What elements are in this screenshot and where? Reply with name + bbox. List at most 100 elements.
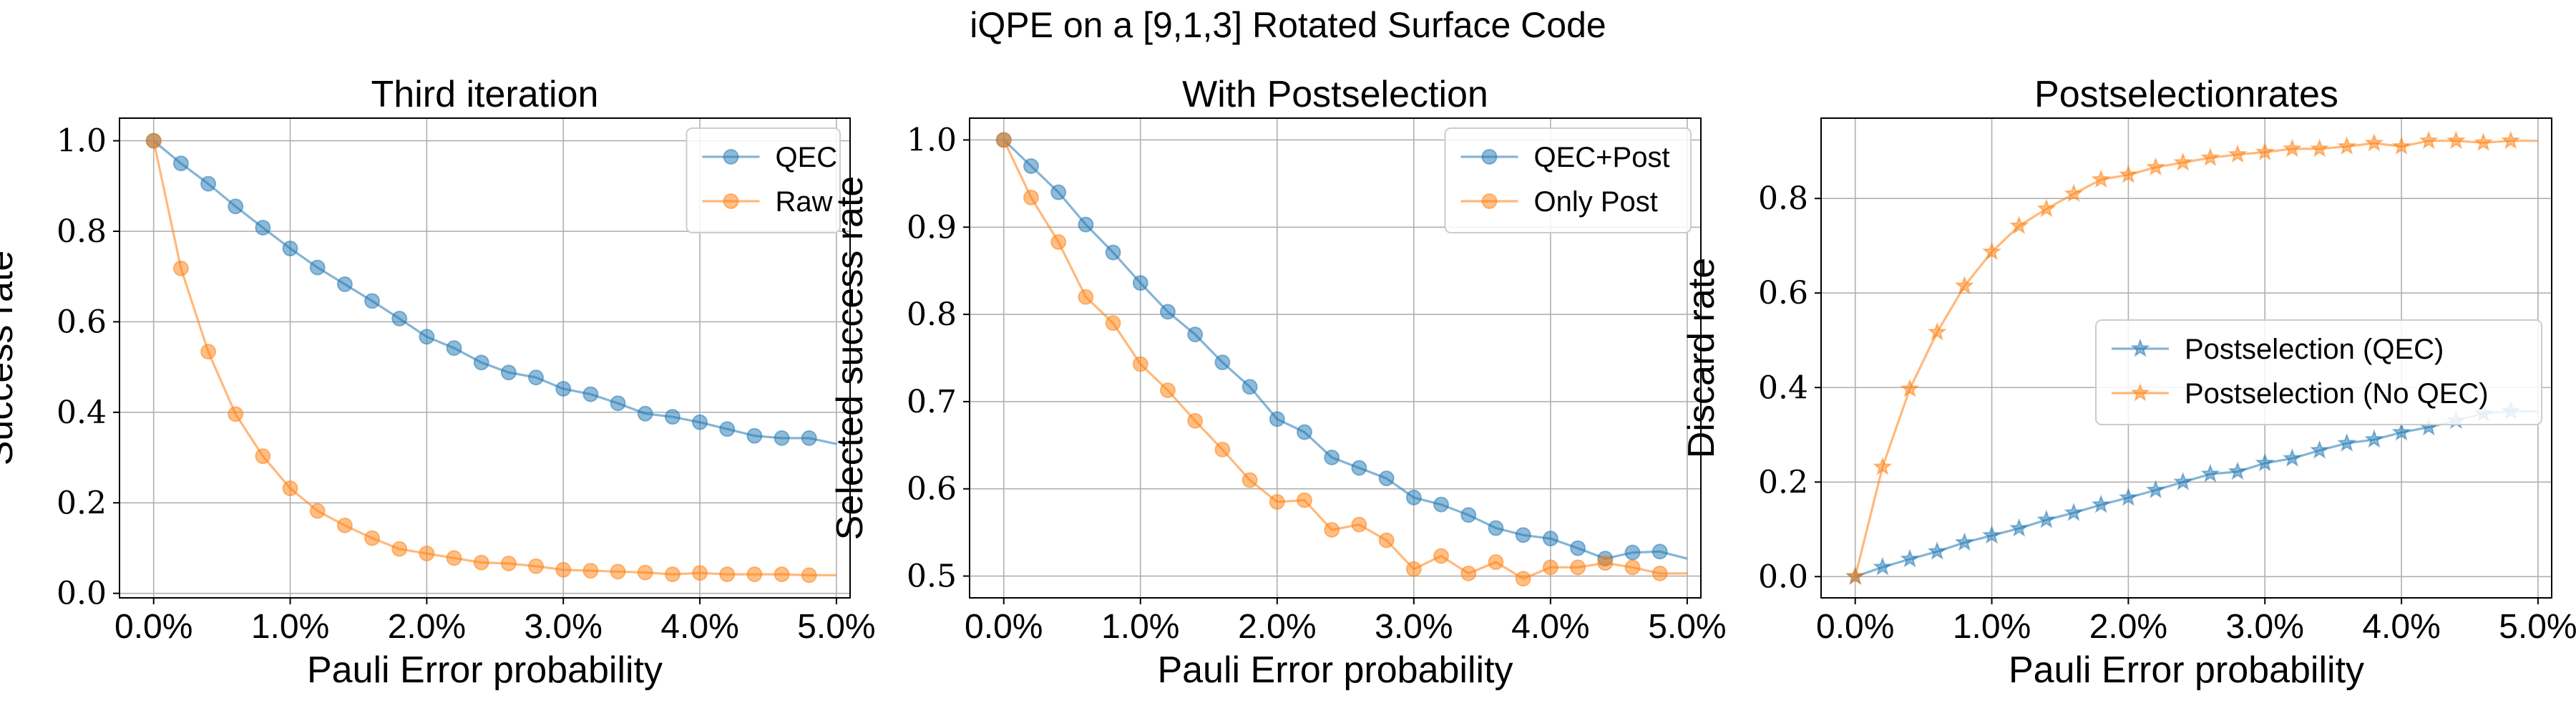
legend-box	[2095, 319, 2542, 425]
y-axis: 0.5 0.6 0.7 0.8 0.9 1.0	[907, 122, 970, 595]
data-point	[1132, 356, 1148, 372]
data-point	[309, 259, 326, 276]
chart-panel-1: 0.0% 1.0% 2.0% 3.0% 4.0% 5.0% 0.0 0.2 0.4 0.6 0.8 1…	[0, 74, 876, 691]
data-point	[1954, 532, 1975, 551]
data-point	[2200, 463, 2220, 483]
x-tick-label: 3.0%	[1375, 608, 1453, 646]
chart-title: With Postselection	[1182, 74, 1488, 115]
data-point	[419, 546, 435, 562]
data-point	[500, 555, 517, 571]
data-point	[2282, 448, 2303, 467]
chart-panel-3: 0.0% 1.0% 2.0% 3.0% 4.0% 5.0% 0.0 0.2 0.4 0.6 0.8 P…	[1681, 74, 2576, 691]
data-point	[446, 340, 462, 357]
legend-entry: QEC	[702, 142, 837, 173]
data-point	[1433, 548, 1450, 564]
data-point	[746, 566, 763, 583]
data-point	[1269, 494, 1285, 510]
legend-label: Postselection (QEC)	[2185, 334, 2444, 365]
legend-label: Only Post	[1534, 186, 1658, 218]
data-point	[1297, 424, 1313, 440]
data-point	[664, 409, 680, 425]
legend-label: QEC+Post	[1534, 142, 1670, 173]
legend-marker	[1481, 149, 1498, 165]
x-axis-label: Pauli Error probability	[2009, 649, 2364, 691]
y-tick-label: 1.0	[57, 123, 107, 160]
y-tick-label: 0.0	[57, 576, 107, 612]
legend-label: Postselection (No QEC)	[2185, 378, 2489, 410]
data-point	[1105, 244, 1121, 261]
x-tick-label: 2.0%	[388, 608, 466, 646]
data-point	[473, 554, 489, 571]
data-point	[1873, 456, 1893, 475]
data-point	[2391, 136, 2411, 155]
data-point	[391, 541, 408, 557]
data-point	[2501, 130, 2521, 150]
y-tick-label: 0.9	[907, 209, 957, 246]
x-tick-label: 2.0%	[2089, 608, 2167, 646]
data-point	[446, 550, 462, 566]
data-point	[1023, 158, 1039, 174]
x-axis-label: Pauli Error probability	[1157, 649, 1513, 691]
data-point	[1927, 541, 1947, 560]
data-point	[1624, 559, 1641, 576]
data-point	[1652, 565, 1668, 581]
x-tick-label: 0.0%	[114, 608, 192, 646]
data-point	[1297, 492, 1313, 508]
data-point	[2255, 453, 2275, 472]
data-point	[2173, 152, 2193, 171]
data-point	[1187, 412, 1204, 429]
y-tick-label: 0.6	[1758, 275, 1808, 311]
data-point	[172, 260, 189, 276]
series-only-post	[995, 132, 1687, 587]
data-point	[1405, 489, 1422, 505]
data-point	[1078, 289, 1094, 305]
data-point	[1214, 354, 1231, 371]
data-point	[1078, 216, 1094, 233]
data-point	[2337, 432, 2357, 452]
y-tick-label: 0.4	[57, 395, 107, 431]
data-point	[1269, 411, 1285, 427]
data-point	[1023, 189, 1039, 205]
data-point	[228, 198, 244, 215]
x-axis-label: Pauli Error probability	[307, 649, 663, 691]
x-axis: 0.0% 1.0% 2.0% 3.0% 4.0% 5.0%	[1816, 598, 2576, 646]
y-axis-label: Selected success rate	[829, 176, 871, 541]
data-point	[2009, 216, 2029, 235]
plot-frame	[119, 117, 851, 599]
data-point	[2118, 164, 2139, 183]
x-tick-label: 4.0%	[660, 608, 738, 646]
y-tick-label: 0.8	[57, 213, 107, 250]
data-point	[391, 311, 408, 327]
data-point	[1433, 496, 1450, 513]
data-point	[336, 517, 353, 533]
y-tick-label: 0.2	[57, 485, 107, 521]
data-point	[1460, 565, 1477, 581]
legend-marker	[1481, 193, 1498, 209]
chart-title: Third iteration	[371, 74, 599, 115]
data-point	[282, 480, 298, 497]
legend-box	[1444, 127, 1692, 233]
legend-entry: Raw	[702, 186, 833, 218]
data-point	[2309, 138, 2330, 158]
data-point	[1954, 275, 1975, 294]
data-point	[610, 395, 626, 412]
x-tick-label: 1.0%	[1101, 608, 1179, 646]
data-point	[2145, 157, 2166, 176]
legend: QEC Raw	[686, 127, 841, 233]
data-point	[528, 369, 545, 386]
data-point	[200, 344, 217, 360]
data-point	[1460, 507, 1477, 523]
data-point	[1105, 315, 1121, 332]
data-point	[2228, 144, 2248, 163]
y-tick-label: 0.5	[907, 558, 957, 595]
data-point	[1900, 378, 1920, 397]
data-point	[528, 558, 545, 574]
data-point	[1187, 326, 1204, 343]
data-point	[1214, 441, 1231, 458]
series-qec-post	[995, 132, 1688, 567]
data-point	[1652, 543, 1668, 560]
data-point	[2446, 130, 2467, 150]
data-point	[228, 406, 244, 422]
legend-entry: Only Post	[1460, 186, 1658, 218]
y-tick-label: 0.7	[907, 384, 957, 420]
